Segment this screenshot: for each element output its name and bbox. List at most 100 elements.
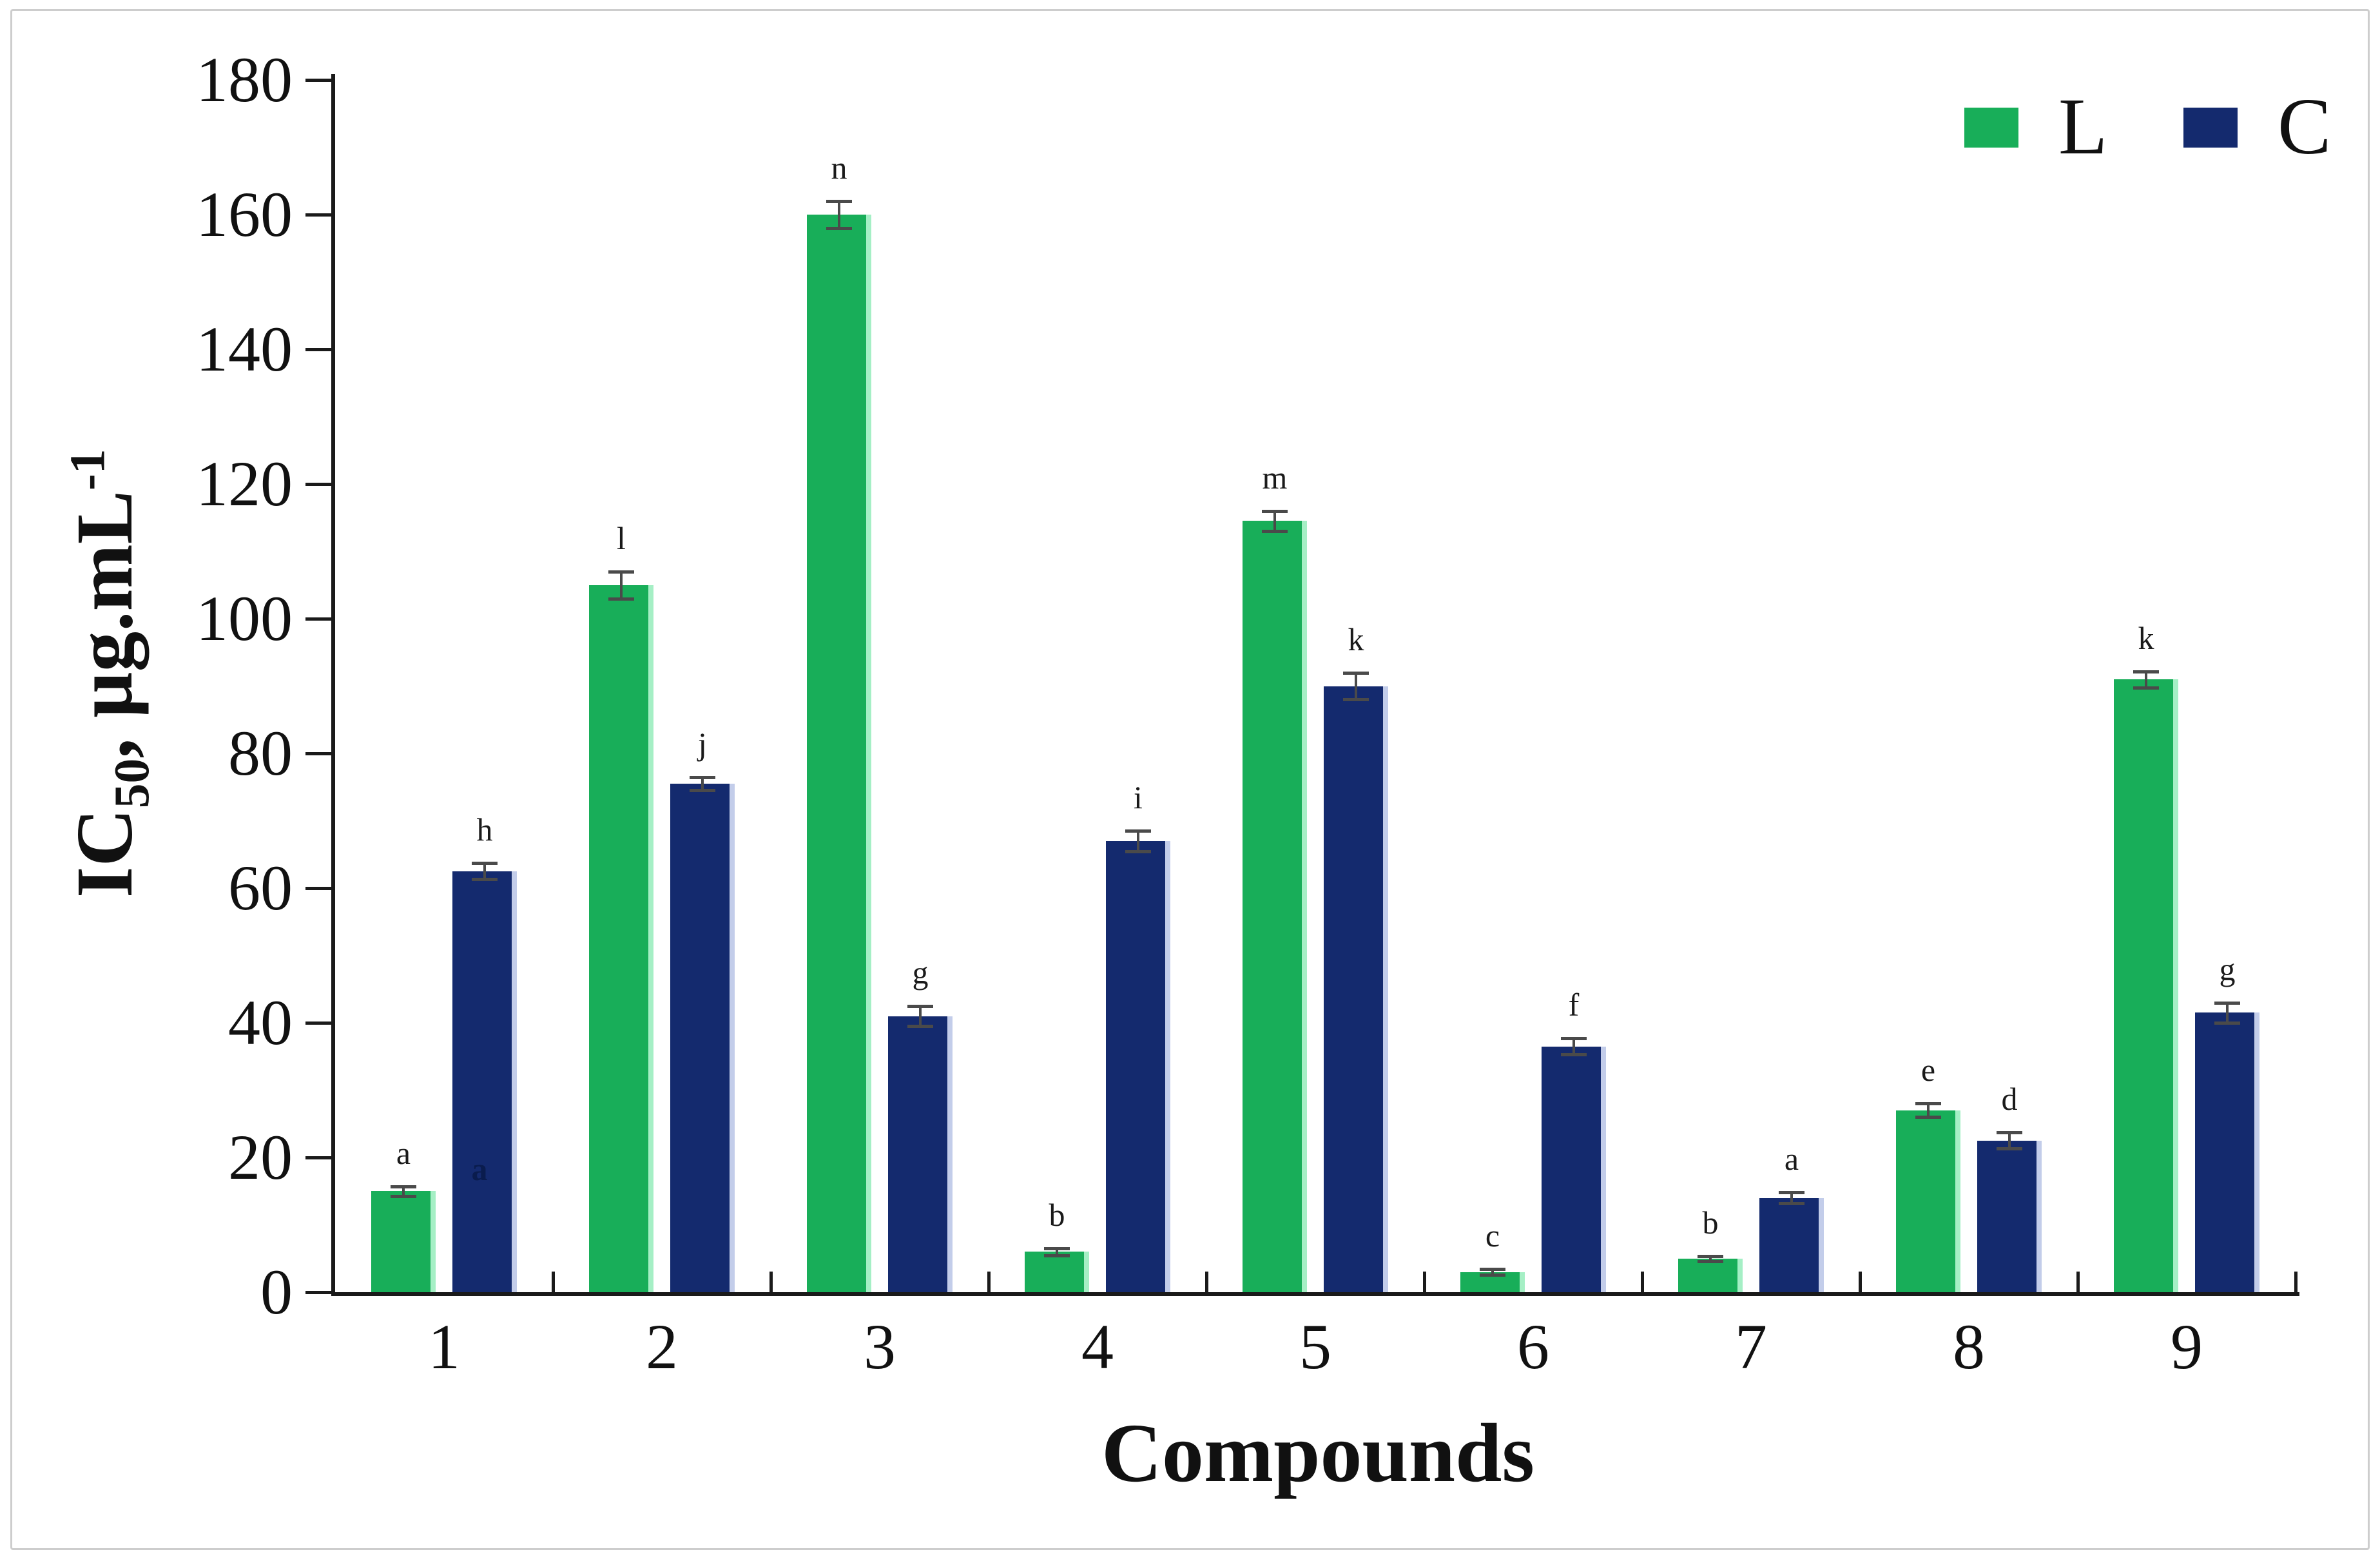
error-bar-cap xyxy=(1044,1247,1070,1251)
error-bar-line xyxy=(1927,1103,1930,1118)
error-bar-cap xyxy=(1262,530,1288,534)
significance-letter: c xyxy=(1485,1217,1500,1254)
y-axis-line xyxy=(331,74,335,1296)
figure-border xyxy=(10,9,2370,1550)
error-bar-cap xyxy=(1561,1053,1587,1057)
error-bar-line xyxy=(620,571,623,599)
y-tick-label: 0 xyxy=(260,1256,293,1328)
error-bar-cap xyxy=(2133,670,2159,673)
error-bar-line xyxy=(838,201,840,228)
y-tick-label: 60 xyxy=(228,852,293,924)
y-title-superscript: -1 xyxy=(59,449,115,491)
x-axis-tick xyxy=(1641,1272,1644,1296)
error-bar-line xyxy=(1137,831,1139,851)
error-bar-line xyxy=(1355,672,1357,700)
bar-C-3 xyxy=(888,1016,953,1292)
y-tick-label: 40 xyxy=(228,987,293,1058)
error-bar-cap xyxy=(690,775,715,779)
stray-letter-inside-bar: a xyxy=(471,1151,488,1188)
error-bar-cap xyxy=(1125,849,1151,853)
x-axis-tick xyxy=(2076,1272,2080,1296)
significance-letter: m xyxy=(1262,459,1288,496)
bar-L-8 xyxy=(1896,1110,1960,1292)
x-axis-tick xyxy=(552,1272,555,1296)
bar-C-4 xyxy=(1106,840,1170,1292)
y-axis-tick xyxy=(305,1022,331,1025)
significance-letter: n xyxy=(831,150,847,186)
significance-letter: h xyxy=(476,811,493,848)
error-bar-cap xyxy=(1125,829,1151,833)
error-bar-cap xyxy=(1480,1273,1505,1277)
y-axis-tick xyxy=(305,213,331,217)
x-axis-tick xyxy=(1859,1272,1862,1296)
y-tick-label: 80 xyxy=(228,717,293,789)
error-bar-cap xyxy=(1698,1254,1723,1258)
x-axis-tick xyxy=(1423,1272,1426,1296)
error-bar-cap xyxy=(2133,686,2159,690)
x-axis-tick xyxy=(769,1272,773,1296)
bar-L-7 xyxy=(1678,1258,1743,1292)
x-axis-tick xyxy=(1205,1272,1208,1296)
category-label: 9 xyxy=(2171,1311,2203,1382)
x-axis-tick xyxy=(2294,1272,2298,1296)
bar-C-5 xyxy=(1324,686,1388,1292)
error-bar-line xyxy=(2145,671,2147,688)
error-bar-cap xyxy=(907,1004,933,1008)
y-axis-tick xyxy=(305,752,331,755)
y-axis-tick xyxy=(305,1156,331,1159)
error-bar-cap xyxy=(826,226,852,230)
legend-label-C: C xyxy=(2278,82,2332,171)
bar-C-6 xyxy=(1542,1046,1606,1292)
bar-L-2 xyxy=(589,585,653,1292)
y-axis-tick xyxy=(305,483,331,486)
error-bar-cap xyxy=(826,200,852,204)
error-bar-cap xyxy=(1343,698,1369,702)
x-axis-line xyxy=(331,1292,2299,1296)
error-bar-cap xyxy=(1915,1116,1941,1119)
legend-item-C: C xyxy=(2183,87,2331,168)
bar-C-2 xyxy=(670,784,735,1292)
error-bar-line xyxy=(919,1005,922,1027)
y-tick-label: 180 xyxy=(196,44,293,115)
significance-letter: j xyxy=(698,725,707,762)
significance-letter: g xyxy=(912,954,929,991)
category-label: 4 xyxy=(1081,1311,1114,1382)
bar-C-7 xyxy=(1759,1197,1824,1292)
significance-letter: a xyxy=(396,1134,411,1171)
category-label: 7 xyxy=(1735,1311,1767,1382)
bar-L-4 xyxy=(1025,1252,1089,1292)
significance-letter: b xyxy=(1702,1204,1719,1241)
error-bar-cap xyxy=(608,570,634,574)
legend-swatch-L xyxy=(1964,107,2018,148)
error-bar-cap xyxy=(2214,1022,2240,1025)
error-bar-line xyxy=(2226,1002,2229,1023)
bar-L-1 xyxy=(371,1191,436,1292)
error-bar-cap xyxy=(1561,1037,1587,1041)
significance-letter: k xyxy=(1348,621,1364,657)
significance-letter: b xyxy=(1049,1197,1065,1234)
y-axis-tick xyxy=(305,79,331,82)
legend-item-L: L xyxy=(1964,87,2107,168)
bar-C-8 xyxy=(1977,1140,2042,1292)
error-bar-cap xyxy=(391,1194,416,1198)
error-bar-line xyxy=(402,1186,405,1196)
error-bar-line xyxy=(1273,510,1276,532)
error-bar-cap xyxy=(472,878,498,882)
error-bar-line xyxy=(1491,1269,1494,1275)
error-bar-cap xyxy=(1343,671,1369,675)
error-bar-cap xyxy=(1779,1191,1804,1195)
x-axis-tick xyxy=(987,1272,991,1296)
significance-letter: d xyxy=(2001,1081,2018,1118)
bar-L-9 xyxy=(2114,679,2178,1292)
y-axis-tick xyxy=(305,887,331,890)
error-bar-cap xyxy=(907,1025,933,1029)
category-label: 1 xyxy=(428,1311,460,1382)
y-axis-tick xyxy=(305,348,331,351)
error-bar-cap xyxy=(1915,1102,1941,1106)
category-label: 2 xyxy=(646,1311,678,1382)
significance-letter: a xyxy=(1784,1141,1799,1177)
error-bar-line xyxy=(1709,1255,1712,1261)
y-tick-label: 20 xyxy=(228,1121,293,1193)
error-bar-line xyxy=(1572,1038,1575,1055)
